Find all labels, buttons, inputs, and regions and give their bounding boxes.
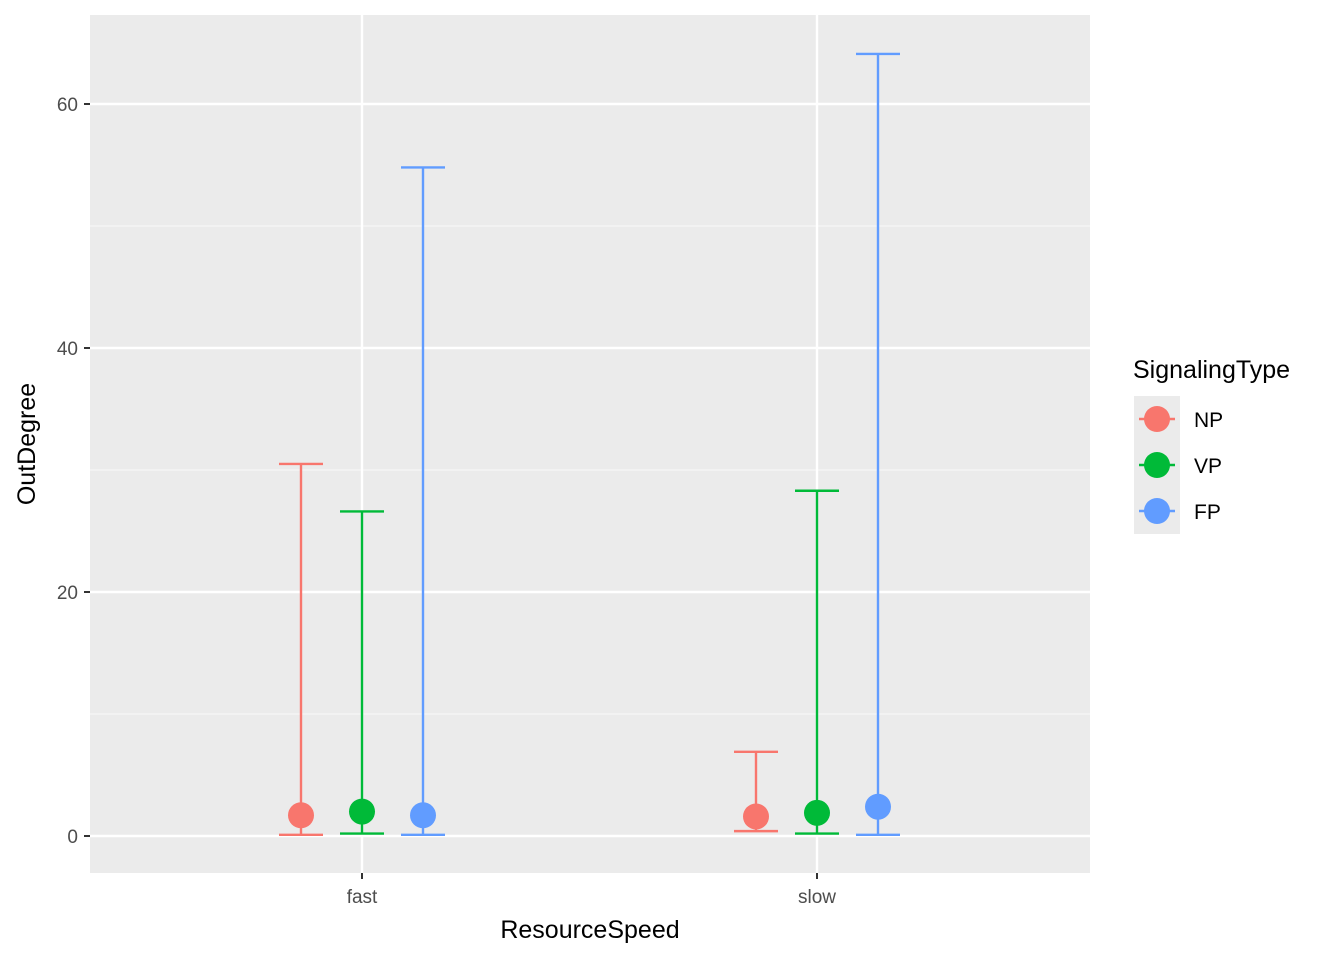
legend-key-point bbox=[1144, 452, 1170, 478]
legend-title: SignalingType bbox=[1133, 356, 1290, 384]
x-tick-label: fast bbox=[347, 887, 378, 908]
legend-key-point bbox=[1144, 498, 1170, 524]
x-axis-title: ResourceSpeed bbox=[500, 916, 679, 944]
point-fp-fast bbox=[410, 802, 436, 829]
legend-keys: NP VP FP bbox=[1134, 396, 1223, 534]
minor-gridlines bbox=[90, 225, 1090, 715]
legend-key-point bbox=[1144, 406, 1170, 432]
legend-label-vp: VP bbox=[1194, 455, 1222, 478]
point-vp-slow bbox=[804, 799, 830, 826]
y-tick-label: 20 bbox=[57, 583, 78, 604]
panel-background bbox=[90, 15, 1090, 873]
data-marks bbox=[279, 52, 900, 836]
y-tick-label: 0 bbox=[67, 827, 78, 848]
y-tick-label: 60 bbox=[57, 95, 78, 116]
x-tick-label: slow bbox=[798, 887, 836, 908]
point-fp-slow bbox=[865, 793, 891, 820]
x-axis: fast slow bbox=[347, 873, 836, 908]
legend-label-np: NP bbox=[1194, 409, 1223, 432]
y-axis-title: OutDegree bbox=[13, 383, 41, 505]
point-np-slow bbox=[743, 803, 769, 830]
point-np-fast bbox=[288, 802, 314, 829]
y-tick-label: 40 bbox=[57, 339, 78, 360]
point-vp-fast bbox=[349, 798, 375, 825]
legend-label-fp: FP bbox=[1194, 501, 1221, 524]
legend: SignalingType NP VP FP bbox=[1133, 356, 1290, 534]
y-axis: 0 20 40 60 bbox=[57, 95, 90, 848]
